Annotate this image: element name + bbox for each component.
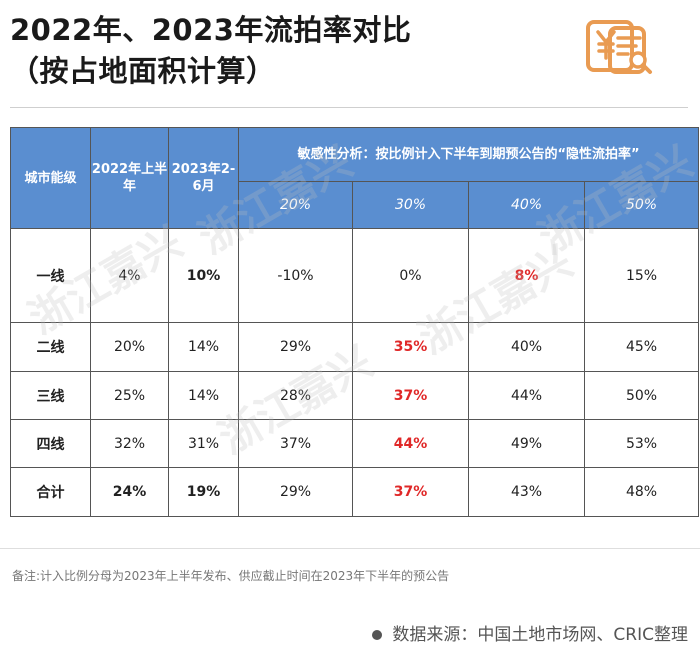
row-s20: 29% (238, 467, 353, 517)
row-s40: 40% (468, 322, 585, 372)
header-pct-20: 20% (238, 181, 353, 229)
row-2022: 32% (90, 419, 169, 468)
row-s30-highlight: 35% (352, 322, 469, 372)
row-s30-highlight: 37% (352, 467, 469, 517)
row-2022: 25% (90, 371, 169, 420)
flow-rate-table: 城市能级 2022年上半年 2023年2-6月 敏感性分析：按比例计入下半年到期… (10, 127, 700, 517)
bullet-icon (372, 630, 383, 640)
header-2023: 2023年2-6月 (168, 127, 239, 229)
header-sensitivity: 敏感性分析：按比例计入下半年到期预公告的“隐性流拍率” (237, 127, 700, 182)
row-2022: 24% (90, 467, 169, 517)
row-city: 三线 (10, 371, 91, 420)
page-title: 2022年、2023年流拍率对比 （按占地面积计算） (10, 10, 411, 92)
table-row: 一线 4% 10% -10% 0% 8% 15% (10, 228, 700, 323)
table-row: 四线 32% 31% 37% 44% 49% 53% (10, 419, 700, 468)
row-2023: 10% (168, 228, 239, 323)
row-s30-highlight: 37% (352, 371, 469, 420)
header-pct-40: 40% (468, 181, 585, 229)
row-2023: 19% (168, 467, 239, 517)
header-pct-30: 30% (352, 181, 469, 229)
table-row-total: 合计 24% 19% 29% 37% 43% 48% (10, 467, 700, 517)
footer-divider (0, 548, 700, 549)
row-s40-highlight: 8% (468, 228, 585, 323)
row-2022: 4% (90, 228, 169, 323)
row-city: 四线 (10, 419, 91, 468)
row-s50: 15% (583, 228, 700, 323)
data-source: 数据来源：中国土地市场网、CRIC整理 (372, 620, 688, 645)
data-source-text: 数据来源：中国土地市场网、CRIC整理 (392, 625, 688, 645)
header-pct-50: 50% (583, 181, 700, 229)
title-divider (10, 107, 688, 108)
row-s40: 44% (468, 371, 585, 420)
row-s30-highlight: 44% (352, 419, 469, 468)
header-city-level: 城市能级 (10, 127, 91, 229)
row-s50: 45% (583, 322, 700, 372)
title-line-1: 2022年、2023年流拍率对比 (10, 13, 412, 47)
row-city: 合计 (10, 467, 91, 517)
row-s20: 29% (238, 322, 353, 372)
table-row: 三线 25% 14% 28% 37% 44% 50% (10, 371, 700, 420)
row-s20: -10% (238, 228, 353, 323)
title-line-2: （按占地面积计算） (10, 54, 276, 88)
header-2022: 2022年上半年 (90, 127, 169, 229)
row-s50: 53% (583, 419, 700, 468)
row-s50: 50% (583, 371, 700, 420)
footnote: 备注:计入比例分母为2023年上半年发布、供应截止时间在2023年下半年的预公告 (12, 569, 450, 583)
row-2023: 31% (168, 419, 239, 468)
row-s30: 0% (352, 228, 469, 323)
row-s50: 48% (583, 467, 700, 517)
table-row: 二线 20% 14% 29% 35% 40% 45% (10, 322, 700, 372)
row-city: 二线 (10, 322, 91, 372)
row-s40: 49% (468, 419, 585, 468)
row-2022: 20% (90, 322, 169, 372)
row-s20: 37% (238, 419, 353, 468)
row-s40: 43% (468, 467, 585, 517)
row-2023: 14% (168, 322, 239, 372)
yuan-document-search-icon (586, 20, 652, 74)
row-2023: 14% (168, 371, 239, 420)
row-s20: 28% (238, 371, 353, 420)
row-city: 一线 (10, 228, 91, 323)
